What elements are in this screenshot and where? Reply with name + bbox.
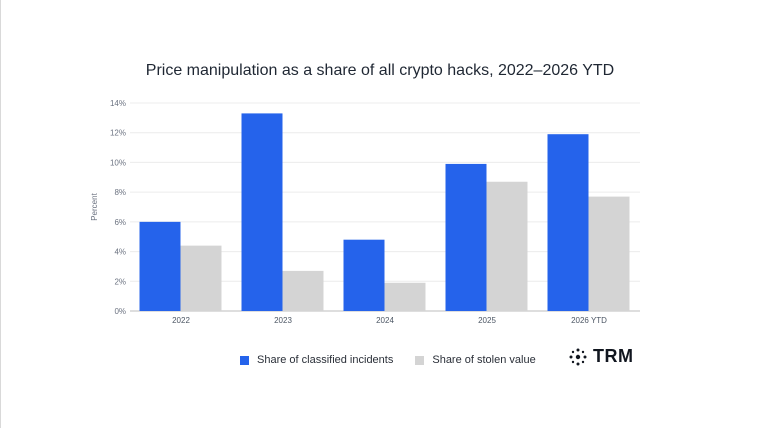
y-tick-label: 0% [114,307,126,316]
bar-incidents [139,221,181,311]
y-tick-label: 10% [110,158,126,167]
bar-incidents [241,113,283,312]
y-tick-label: 8% [114,188,126,197]
trm-logo: TRM [568,346,634,367]
legend-item-incidents: Share of classified incidents [240,354,393,366]
bar-incidents [445,163,487,311]
bar-incidents [547,134,589,311]
x-tick-label: 2022 [172,316,190,325]
y-tick-label: 14% [110,99,126,108]
bar-stolen-value [282,270,324,311]
y-tick-label: 4% [114,248,126,257]
x-tick-label: 2025 [478,316,496,325]
bar-incidents [343,239,385,311]
y-axis-label: Percent [90,192,99,220]
y-tick-label: 12% [110,129,126,138]
bar-stolen-value [384,282,426,311]
y-tick-label: 2% [114,277,126,286]
x-tick-label: 2026 YTD [571,316,607,325]
legend-item-stolen-value: Share of stolen value [415,354,536,366]
y-tick-label: 6% [114,218,126,227]
bar-stolen-value [486,181,528,311]
bar-stolen-value [588,196,630,311]
legend-swatch-stolen-value [415,355,425,365]
bar-stolen-value [180,245,222,311]
sparkle-cluster-icon [569,348,587,365]
chart-title: Price manipulation as a share of all cry… [145,62,615,79]
logo-text: TRM [593,346,634,366]
x-tick-label: 2024 [376,316,394,325]
legend-label-stolen-value: Share of stolen value [432,354,536,366]
x-tick-label: 2023 [274,316,292,325]
legend-swatch-incidents [240,355,249,365]
chart-legend: Share of classified incidents Share of s… [240,354,558,366]
legend-label-incidents: Share of classified incidents [257,354,394,366]
